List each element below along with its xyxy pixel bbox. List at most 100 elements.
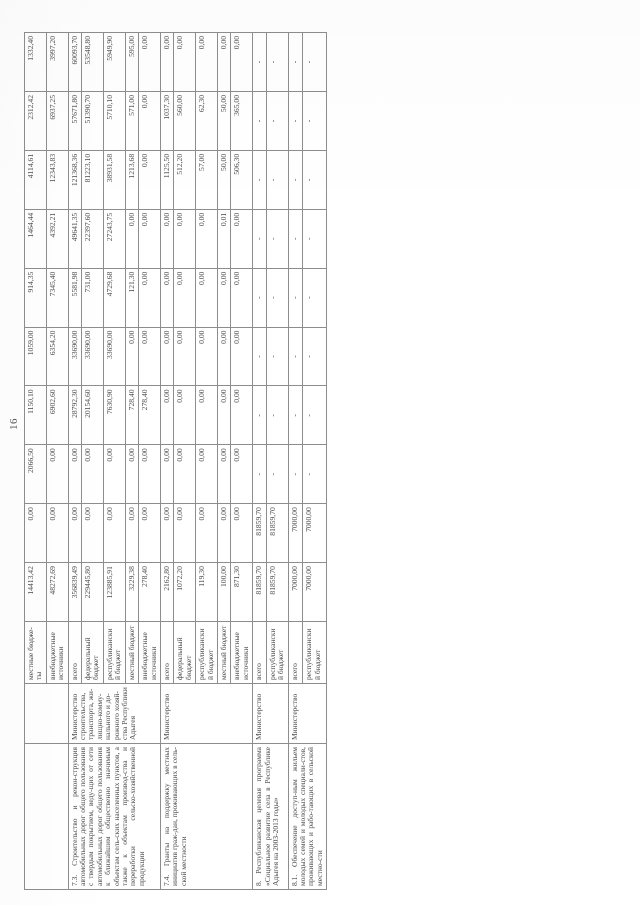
table-row: 8. Республиканская целевая программа «Со… — [252, 32, 289, 890]
amount-cell: 0,00 — [217, 385, 231, 445]
amount-cell: 51390,70 — [81, 91, 104, 151]
budget-table: местные бюдже-ты 14413,42 0,00 2066,50 1150,… — [24, 32, 327, 890]
amount-cell: 0,00 — [230, 503, 253, 563]
amount-cell: 1059,00 — [24, 327, 47, 386]
amount-cell: 0,00 — [125, 503, 139, 563]
empty-value-cell: - — [302, 209, 327, 269]
amount-cell: 1125,50 — [160, 150, 174, 210]
empty-value-cell: - — [302, 32, 327, 92]
amount-cell: 0,00 — [24, 503, 47, 563]
amount-cell: 0,00 — [230, 268, 253, 328]
amount-cell: 728,40 — [125, 385, 139, 445]
amount-cell: 0,00 — [217, 444, 231, 504]
empty-value-cell: - — [266, 150, 289, 210]
funding-source-cell: всего — [160, 621, 174, 684]
empty-value-cell: - — [252, 91, 267, 151]
empty-value-cell: - — [302, 444, 327, 504]
table-row: 8.1. Обеспечение доступ-ным жильем молод… — [288, 32, 327, 890]
amount-cell: 0,01 — [217, 209, 231, 269]
amount-cell: 121368,36 — [68, 150, 82, 210]
amount-cell: 512,20 — [173, 150, 196, 210]
amount-cell: 0,00 — [68, 503, 82, 563]
amount-cell: 0,00 — [195, 327, 218, 386]
funding-source-cell: местный бюджет — [125, 621, 139, 684]
amount-cell: 6937,25 — [46, 91, 69, 151]
amount-cell: 7000,00 — [288, 503, 303, 563]
amount-cell: 0,00 — [195, 385, 218, 445]
rotated-page-stage: местные бюдже-ты 14413,42 0,00 2066,50 1150,… — [24, 30, 584, 890]
amount-cell: 7000,00 — [288, 562, 303, 622]
amount-cell: 0,00 — [81, 503, 104, 563]
empty-value-cell: - — [266, 32, 289, 92]
amount-cell: 49641,35 — [68, 209, 82, 269]
amount-cell: 1213,68 — [125, 150, 139, 210]
executor-cell: Министерство — [160, 683, 253, 744]
amount-cell: 60093,70 — [68, 32, 82, 92]
funding-source-cell: внебюджетные источники — [138, 621, 161, 684]
amount-cell: 0,00 — [103, 503, 126, 563]
amount-cell: 506,30 — [230, 150, 253, 210]
measure-description-cell — [24, 743, 69, 890]
measure-description-cell: 7.4. Гранты на поддержку местных инициат… — [160, 743, 253, 890]
amount-cell: 33690,00 — [81, 327, 104, 386]
executor-cell: Министерство — [252, 683, 289, 744]
amount-cell: 14413,42 — [24, 562, 47, 622]
amount-cell: 1150,10 — [24, 385, 47, 445]
amount-cell: 7345,40 — [46, 268, 69, 328]
amount-cell: 0,00 — [160, 503, 174, 563]
amount-cell: 81859,70 — [252, 562, 267, 622]
amount-cell: 4729,68 — [103, 268, 126, 328]
amount-cell: 0,00 — [138, 32, 161, 92]
amount-cell: 12343,83 — [46, 150, 69, 210]
amount-cell: 0,00 — [195, 209, 218, 269]
empty-value-cell: - — [288, 209, 303, 269]
amount-cell: 7000,00 — [302, 562, 327, 622]
funding-source-cell: республиканский бюджет — [103, 621, 126, 684]
amount-cell: 53548,80 — [81, 32, 104, 92]
funding-source-cell: внебюджетные источники — [230, 621, 253, 684]
amount-cell: 2312,42 — [24, 91, 47, 151]
executor-cell: Министерство — [288, 683, 327, 744]
amount-cell: 278,40 — [138, 385, 161, 445]
funding-source-cell: местный бюджет — [217, 621, 231, 684]
amount-cell: 121,30 — [125, 268, 139, 328]
empty-value-cell: - — [288, 150, 303, 210]
empty-value-cell: - — [266, 209, 289, 269]
amount-cell: 0,00 — [173, 268, 196, 328]
empty-value-cell: - — [266, 268, 289, 328]
empty-value-cell: - — [252, 268, 267, 328]
amount-cell: 0,00 — [173, 444, 196, 504]
amount-cell: 0,00 — [217, 32, 231, 92]
amount-cell: 50,00 — [217, 91, 231, 151]
amount-cell: 0,00 — [230, 385, 253, 445]
amount-cell: 0,00 — [230, 209, 253, 269]
empty-value-cell: - — [302, 268, 327, 328]
amount-cell: 0,00 — [46, 444, 69, 504]
amount-cell: 0,00 — [138, 268, 161, 328]
amount-cell: 0,00 — [230, 444, 253, 504]
empty-value-cell: - — [252, 444, 267, 504]
amount-cell: 57671,80 — [68, 91, 82, 151]
amount-cell: 0,00 — [138, 209, 161, 269]
amount-cell: 0,00 — [230, 32, 253, 92]
funding-source-cell: федеральный бюджет — [81, 621, 104, 684]
amount-cell: 100,00 — [217, 562, 231, 622]
amount-cell: 0,00 — [125, 209, 139, 269]
funding-source-cell: республиканский бюджет — [266, 621, 289, 684]
empty-value-cell: - — [252, 385, 267, 445]
amount-cell: 1464,44 — [24, 209, 47, 269]
amount-cell: 33690,00 — [103, 327, 126, 386]
amount-cell: 0,00 — [160, 32, 174, 92]
amount-cell: 1332,40 — [24, 32, 47, 92]
amount-cell: 62,30 — [195, 91, 218, 151]
amount-cell: 38931,58 — [103, 150, 126, 210]
empty-value-cell: - — [266, 327, 289, 386]
amount-cell: 57,00 — [195, 150, 218, 210]
amount-cell: 0,00 — [160, 385, 174, 445]
amount-cell: 0,00 — [138, 150, 161, 210]
amount-cell: 0,00 — [173, 385, 196, 445]
amount-cell: 81859,70 — [252, 503, 267, 563]
amount-cell: 0,00 — [195, 32, 218, 92]
table-body: местные бюдже-ты 14413,42 0,00 2066,50 1150,… — [24, 32, 327, 890]
empty-value-cell: - — [302, 385, 327, 445]
